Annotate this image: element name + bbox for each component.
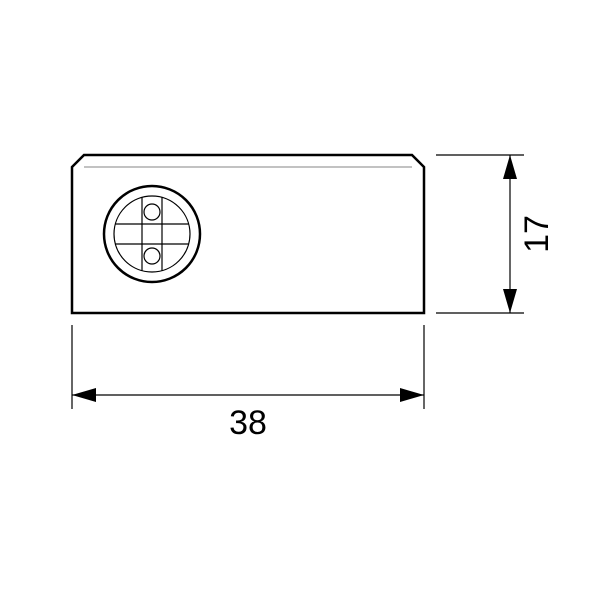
dimension-label-width: 38 — [229, 404, 267, 442]
dimension-label-height: 17 — [518, 215, 556, 253]
boss-outer-circle — [104, 186, 200, 282]
dimension-arrowhead — [72, 388, 96, 402]
dimension-arrowhead — [503, 155, 517, 179]
boss-hole-top — [144, 204, 160, 220]
dimension-arrowhead — [400, 388, 424, 402]
boss-inner-circle — [114, 196, 190, 272]
part-body-outline — [72, 155, 424, 313]
boss-hole-bottom — [144, 248, 160, 264]
dimension-arrowhead — [503, 289, 517, 313]
